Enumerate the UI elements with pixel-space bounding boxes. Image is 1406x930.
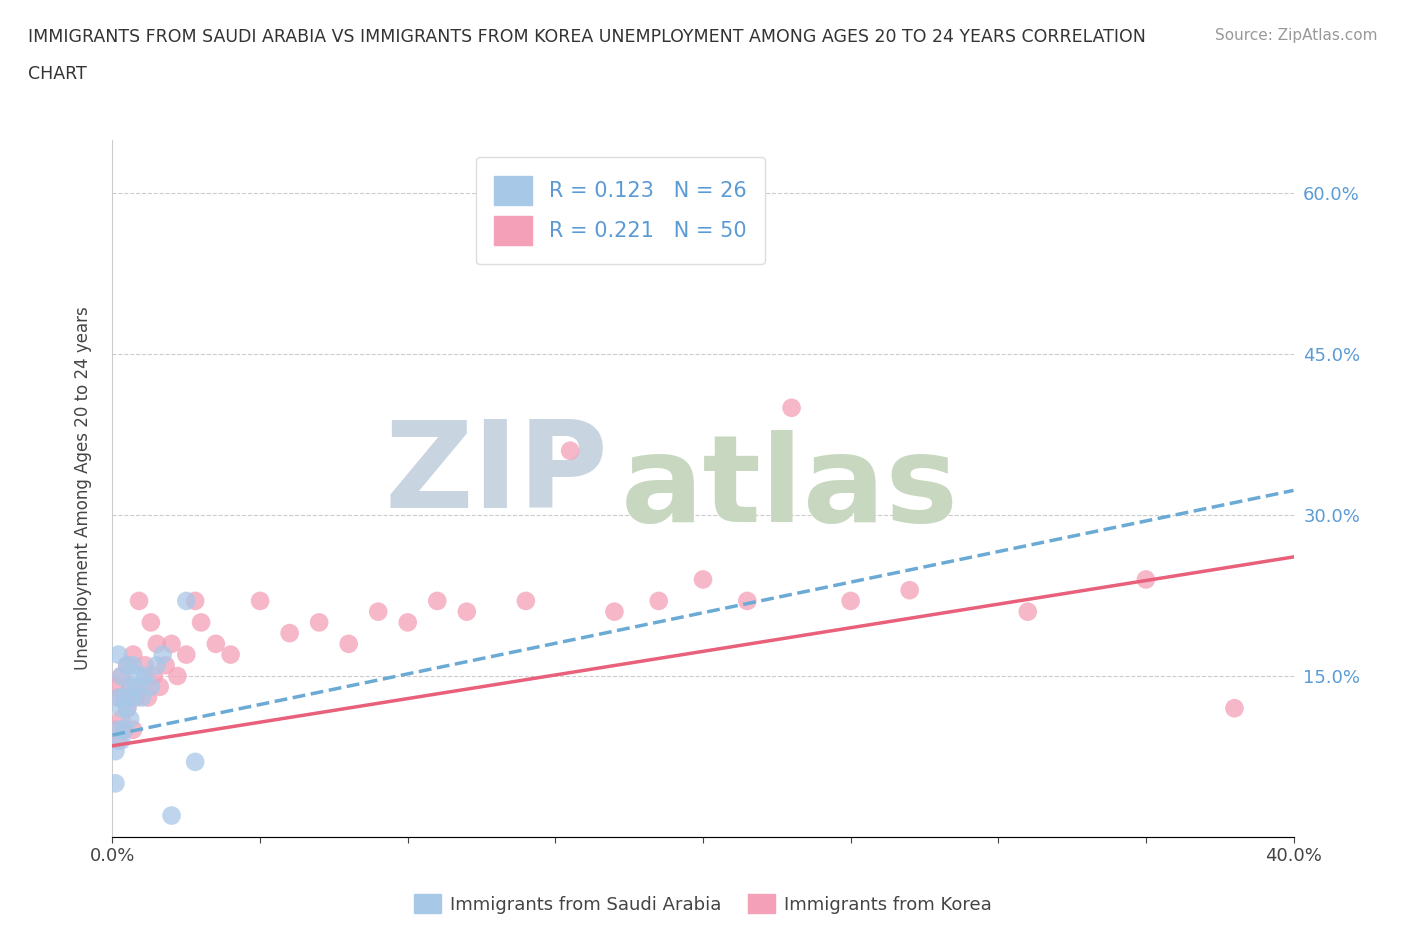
Point [184,593,207,608]
Point [134,669,156,684]
Point [107,690,129,705]
Point [367,604,389,619]
Point [120,679,142,694]
Point [112,690,135,705]
Point [117,658,138,672]
Point [107,733,129,748]
Point [149,679,172,694]
Text: atlas: atlas [620,430,959,547]
Point [142,669,165,684]
Point [110,733,132,748]
Point [110,701,132,716]
Point [456,604,478,619]
Point [166,669,188,684]
Point [737,593,759,608]
Text: IMMIGRANTS FROM SAUDI ARABIA VS IMMIGRANTS FROM KOREA UNEMPLOYMENT AMONG AGES 20: IMMIGRANTS FROM SAUDI ARABIA VS IMMIGRAN… [28,28,1146,46]
Point [122,690,145,705]
Point [107,647,129,662]
Point [1223,701,1246,716]
Point [603,604,626,619]
Point [117,658,138,672]
Legend: R = 0.123   N = 26, R = 0.221   N = 50: R = 0.123 N = 26, R = 0.221 N = 50 [475,157,765,264]
Point [128,669,150,684]
Text: ZIP: ZIP [385,416,609,533]
Point [122,647,145,662]
Point [1017,604,1039,619]
Point [134,658,156,672]
Point [184,754,207,769]
Point [110,711,132,726]
Point [104,723,127,737]
Point [117,701,138,716]
Text: Source: ZipAtlas.com: Source: ZipAtlas.com [1215,28,1378,43]
Point [205,636,228,651]
Point [112,690,135,705]
Point [558,444,582,458]
Point [647,593,671,608]
Point [1135,572,1157,587]
Point [104,679,127,694]
Point [396,615,419,630]
Point [104,744,127,759]
Point [146,658,169,672]
Point [125,679,148,694]
Text: CHART: CHART [28,65,87,83]
Point [174,593,197,608]
Point [839,593,862,608]
Point [174,647,197,662]
Point [190,615,212,630]
Point [120,679,142,694]
Point [308,615,330,630]
Point [898,583,921,598]
Point [117,701,138,716]
Point [110,669,132,684]
Point [139,679,162,694]
Point [426,593,449,608]
Point [155,658,177,672]
Point [160,636,183,651]
Point [160,808,183,823]
Point [131,679,153,694]
Point [112,723,135,737]
Point [107,723,129,737]
Point [131,690,153,705]
Point [692,572,714,587]
Point [146,636,169,651]
Legend: Immigrants from Saudi Arabia, Immigrants from Korea: Immigrants from Saudi Arabia, Immigrants… [406,887,1000,921]
Point [128,593,150,608]
Point [110,669,132,684]
Point [515,593,537,608]
Point [120,711,142,726]
Point [337,636,360,651]
Point [152,647,174,662]
Point [122,658,145,672]
Point [104,776,127,790]
Point [136,690,159,705]
Point [249,593,271,608]
Y-axis label: Unemployment Among Ages 20 to 24 years: Unemployment Among Ages 20 to 24 years [73,306,91,671]
Point [139,615,162,630]
Point [122,723,145,737]
Point [278,626,301,641]
Point [112,723,135,737]
Point [107,690,129,705]
Point [780,400,803,415]
Point [219,647,242,662]
Point [125,690,148,705]
